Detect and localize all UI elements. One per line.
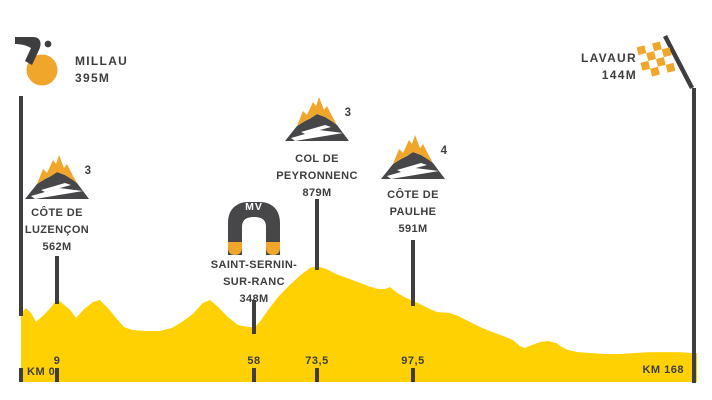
category-badge: 4	[440, 145, 447, 157]
axis-label-58: 58	[247, 355, 261, 367]
checkpoint-name-line1: CÔTE DE	[31, 207, 83, 219]
finish-flag-icon	[636, 34, 694, 90]
start-elevation: 395M	[75, 71, 111, 85]
climb-icon-wrap: 4	[381, 135, 447, 179]
axis-label-km168: KM 168	[642, 364, 684, 376]
mountain-icon	[25, 155, 89, 199]
checkpoint-elevation: 591M	[398, 223, 428, 235]
axis-label-km0: KM 0	[27, 366, 56, 378]
marker-line-saint-sernin	[252, 300, 256, 334]
start-name: MILLAU	[75, 54, 129, 68]
checkpoint-luzencon: 3 CÔTE DE LUZENÇON 562M	[0, 155, 132, 256]
category-badge: 3	[84, 165, 91, 177]
axis-label-97-5: 97,5	[401, 355, 425, 367]
climb-icon-wrap: 3	[25, 155, 91, 199]
checkpoint-name-line2: LUZENÇON	[24, 224, 90, 236]
checkpoint-name-line2: SUR-RANC	[223, 276, 285, 288]
marker-line-paulhe	[411, 240, 415, 306]
finish-elevation: 144M	[601, 68, 637, 82]
climb-icon-wrap: 3	[285, 97, 351, 141]
checkpoint-peyronnenc: 3 COL DE PEYRONNENC 879M	[242, 97, 392, 202]
cyclist-icon	[15, 37, 58, 86]
checkpoint-elevation: 879M	[302, 187, 332, 199]
checkpoint-elevation: 562M	[42, 241, 72, 253]
checkpoint-elevation: 348M	[239, 293, 269, 305]
km-tick-start	[19, 368, 23, 382]
km-tick-97-5	[411, 368, 415, 382]
marker-line-peyronnenc	[315, 199, 319, 270]
checkpoint-name-line2: PAULHE	[389, 206, 437, 218]
km-tick-9	[55, 368, 59, 382]
axis-label-9: 9	[53, 355, 61, 367]
checkpoint-saint-sernin: MV SAINT-SERNIN- SUR-RANC 348M	[179, 197, 329, 308]
category-badge: 3	[344, 107, 351, 119]
finish-name: LAVAUR	[580, 51, 637, 65]
marker-line-start	[19, 96, 23, 316]
checkpoint-paulhe: 4 CÔTE DE PAULHE 591M	[338, 135, 488, 238]
km-tick-73-5	[315, 368, 319, 382]
finish-line	[692, 88, 696, 383]
mountain-icon	[285, 97, 349, 141]
axis-label-73-5: 73,5	[305, 355, 329, 367]
km-tick-58	[252, 368, 256, 382]
profile-area	[21, 266, 697, 382]
checkpoint-name-line1: SAINT-SERNIN-	[210, 259, 298, 271]
checkpoint-name-line2: PEYRONNENC	[276, 170, 358, 182]
checkpoint-name-line1: COL DE	[295, 153, 339, 165]
finish-label: LAVAUR 144M	[537, 50, 637, 84]
marker-line-luzencon	[55, 256, 59, 304]
mountain-icon	[381, 135, 445, 179]
start-label: MILLAU 395M	[75, 53, 128, 87]
sprint-arch-icon	[228, 202, 280, 255]
checkpoint-name-line1: CÔTE DE	[387, 189, 439, 201]
sprint-arch-wrap: MV	[223, 197, 285, 255]
mv-badge: MV	[245, 201, 263, 213]
